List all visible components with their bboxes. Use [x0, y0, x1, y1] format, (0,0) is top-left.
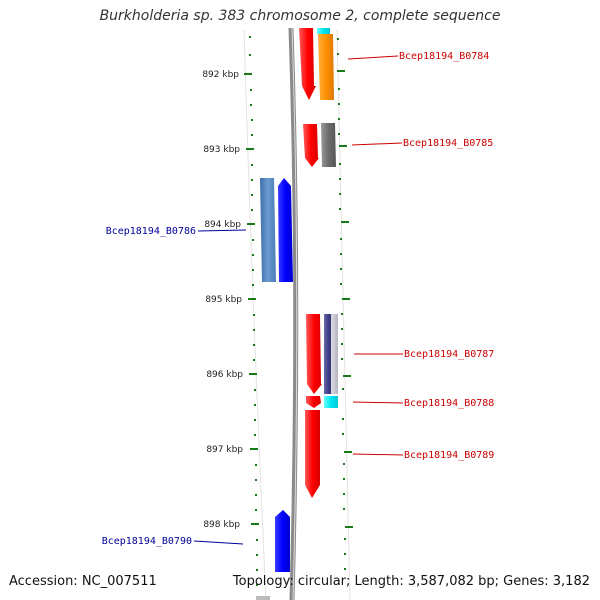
- gene-label[interactable]: Bcep18194_B0789: [404, 450, 494, 461]
- gene-arrow-b0787-red[interactable]: [306, 314, 322, 394]
- map-title: Burkholderia sp. 383 chromosome 2, compl…: [99, 8, 501, 24]
- chromosome-backbone: [288, 27, 299, 600]
- label-leaders-right: [347, 55, 404, 456]
- gene-label[interactable]: Bcep18194_B0784: [399, 51, 489, 62]
- outer-ring: [243, 29, 267, 600]
- gene-label[interactable]: Bcep18194_B0785: [403, 138, 493, 149]
- chromosome-backbone-highlight: [291, 27, 298, 600]
- gene-arrow-b0790-blue[interactable]: [275, 510, 290, 572]
- accession-text: Accession: NC_007511: [9, 574, 157, 589]
- gene-arrow-b0784-orange[interactable]: [318, 34, 334, 100]
- gene-arrow-b0785-red[interactable]: [303, 124, 319, 167]
- gene-arrow-b0785-gray[interactable]: [321, 123, 336, 167]
- gene-label[interactable]: Bcep18194_B0786: [106, 226, 196, 237]
- tick-label: 894 kbp: [204, 220, 241, 230]
- minor-ticks-right: [337, 38, 346, 570]
- gene-b0786-steel[interactable]: [260, 178, 276, 282]
- inner-ring: [336, 29, 351, 600]
- gene-arrow-b0786-blue[interactable]: [278, 178, 293, 282]
- minor-ticks-left: [249, 36, 258, 586]
- gene-cyan-top[interactable]: [317, 28, 330, 34]
- major-ticks: [244, 70, 353, 528]
- gene-arrow-b0789-red[interactable]: [305, 410, 320, 498]
- gene-b0788-cyan[interactable]: [324, 396, 338, 408]
- tick-label: 895 kbp: [205, 295, 242, 305]
- summary-text: Topology: circular; Length: 3,587,082 bp…: [232, 574, 590, 589]
- gene-bottom-gray[interactable]: [256, 596, 270, 600]
- tick-label: 897 kbp: [206, 445, 243, 455]
- tick-label: 896 kbp: [206, 370, 243, 380]
- gene-label[interactable]: Bcep18194_B0787: [404, 349, 494, 360]
- gene-b0787-light[interactable]: [331, 314, 338, 394]
- tick-label: 892 kbp: [202, 70, 239, 80]
- gene-label[interactable]: Bcep18194_B0788: [404, 398, 494, 409]
- gene-arrow-b0787-navy[interactable]: [324, 314, 332, 394]
- gene-arrow-b0788-red[interactable]: [306, 396, 321, 408]
- gene-label[interactable]: Bcep18194_B0790: [102, 536, 192, 547]
- gene-arrow-b0784-red[interactable]: [299, 28, 316, 100]
- tick-label: 898 kbp: [203, 520, 240, 530]
- label-leaders-left: [193, 229, 247, 545]
- tick-label: 893 kbp: [203, 145, 240, 155]
